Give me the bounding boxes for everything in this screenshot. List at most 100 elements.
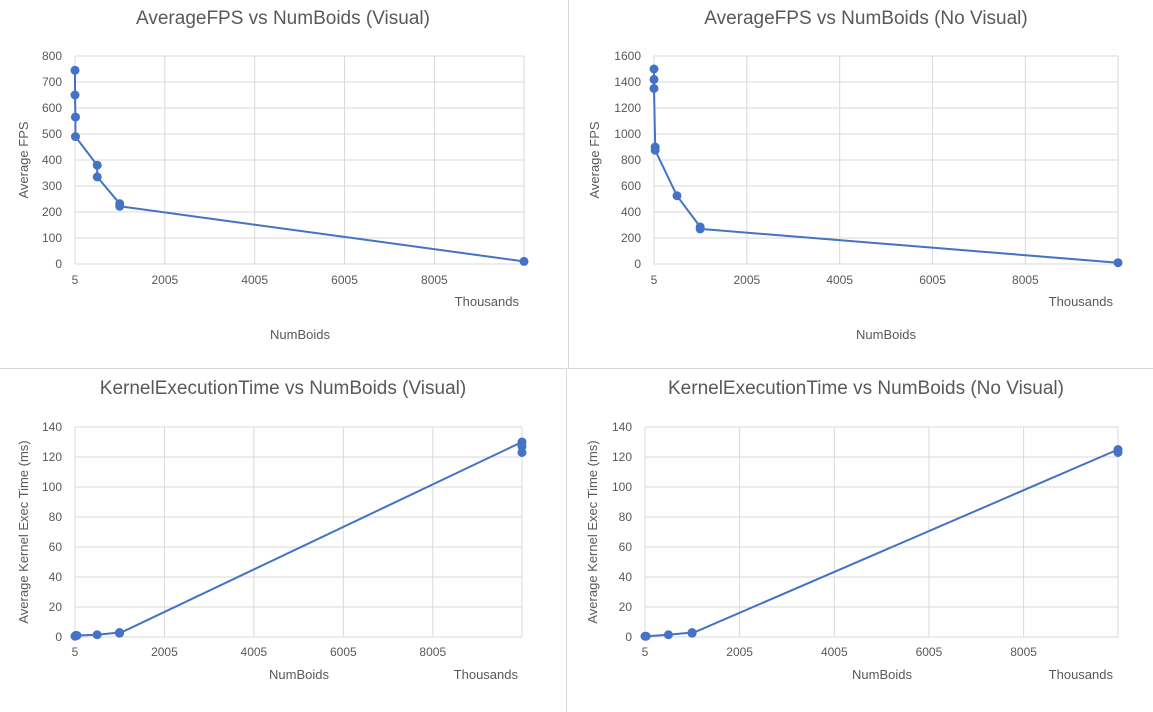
chart2-y-tick-label: 600 (621, 179, 641, 193)
chart4-y-tick-label: 60 (619, 540, 633, 554)
chart4-y-tick-label: 0 (625, 630, 632, 644)
chart1-x-axis-title: NumBoids (270, 327, 330, 342)
chart3-title: KernelExecutionTime vs NumBoids (Visual) (100, 378, 466, 399)
chart1-x-tick-label: 4005 (241, 273, 268, 287)
chart2-data-point (695, 224, 705, 234)
chart2-x-tick-label: 4005 (826, 273, 853, 287)
chart1-data-point (92, 160, 102, 170)
chart2-data-point (1113, 258, 1123, 268)
chart4-y-tick-label: 140 (612, 420, 632, 434)
chart4-data-point (663, 630, 673, 640)
chart2-x-unit-label: Thousands (1049, 294, 1114, 309)
chart3-y-tick-label: 140 (42, 420, 62, 434)
chart1-y-tick-label: 0 (55, 257, 62, 271)
vertical-divider-top (568, 0, 569, 368)
chart4-x-tick-label: 2005 (726, 645, 753, 659)
chart1-x-tick-label: 8005 (421, 273, 448, 287)
horizontal-divider (0, 368, 1153, 369)
chart4-series-line (645, 448, 1119, 638)
chart2-y-tick-label: 1200 (614, 101, 641, 115)
chart1-series-line (74, 70, 525, 263)
chart3-data-point (72, 631, 82, 640)
chart2-x-tick-label: 5 (651, 273, 658, 287)
chart4-x-tick-label: 6005 (916, 645, 943, 659)
chart2-x-axis-title: NumBoids (856, 327, 916, 342)
chart2-y-tick-label: 1000 (614, 127, 641, 141)
chart1-data-point (70, 65, 80, 75)
chart4-y-tick-label: 100 (612, 480, 632, 494)
chart3-y-axis-title: Average Kernel Exec Time (ms) (16, 440, 31, 623)
chart1-data-point (70, 90, 80, 100)
chart4-y-axis-title: Average Kernel Exec Time (ms) (585, 440, 600, 623)
chart3-x-tick-label: 2005 (151, 645, 178, 659)
chart1-x-unit-label: Thousands (455, 294, 520, 309)
chart4-y-tick-label: 20 (619, 600, 633, 614)
chart1-y-tick-label: 100 (42, 231, 62, 245)
chart3-y-tick-label: 100 (42, 480, 62, 494)
chart1-y-tick-label: 400 (42, 153, 62, 167)
vertical-divider-bottom (566, 368, 567, 712)
chart2-data-point (672, 191, 682, 201)
chart4-y-tick-label: 80 (619, 510, 633, 524)
chart1-y-tick-label: 600 (42, 101, 62, 115)
chart2-x-tick-label: 8005 (1012, 273, 1039, 287)
chart2-y-tick-label: 1600 (614, 49, 641, 63)
chart3-data-point (114, 628, 124, 638)
chart4-data-point (1113, 448, 1123, 457)
chart1-data-point (92, 172, 102, 182)
chart4-x-axis-title: NumBoids (852, 667, 912, 682)
chart4-y-tick-label: 120 (612, 450, 632, 464)
chart1-y-tick-label: 500 (42, 127, 62, 141)
chart2-x-tick-label: 2005 (733, 273, 760, 287)
chart3-y-tick-label: 0 (55, 630, 62, 644)
chart2-data-point (649, 64, 659, 74)
chart4-title: KernelExecutionTime vs NumBoids (No Visu… (668, 378, 1064, 399)
chart4-x-unit-label: Thousands (1049, 667, 1114, 682)
chart3-x-unit-label: Thousands (454, 667, 519, 682)
chart3-y-tick-label: 120 (42, 450, 62, 464)
chart3-x-tick-label: 6005 (330, 645, 357, 659)
chart2-data-point (649, 84, 659, 93)
chart1-data-point (70, 132, 80, 142)
chart4-x-tick-label: 5 (642, 645, 649, 659)
chart1-y-tick-label: 800 (42, 49, 62, 63)
chart4-x-tick-label: 8005 (1010, 645, 1037, 659)
chart2-data-point (650, 145, 660, 155)
chart1-data-point (115, 201, 125, 211)
chart2-y-tick-label: 200 (621, 231, 641, 245)
chart2-y-tick-label: 800 (621, 153, 641, 167)
chart1-y-tick-label: 300 (42, 179, 62, 193)
chart2-x-tick-label: 6005 (919, 273, 946, 287)
chart4-y-tick-label: 40 (619, 570, 633, 584)
chart3-data-point (92, 630, 102, 640)
chart1-y-axis-title: Average FPS (16, 121, 31, 198)
chart2-y-axis-title: Average FPS (587, 121, 602, 198)
chart2-series-line (653, 69, 1119, 264)
chart1-x-tick-label: 2005 (151, 273, 178, 287)
chart2-y-tick-label: 0 (634, 257, 641, 271)
chart3-x-axis-title: NumBoids (269, 667, 329, 682)
chart4-data-point (687, 628, 697, 638)
chart3-data-point (517, 448, 527, 457)
chart3-x-tick-label: 8005 (419, 645, 446, 659)
chart2-y-tick-label: 1400 (614, 75, 641, 89)
chart1-x-tick-label: 6005 (331, 273, 358, 287)
chart1-data-point (519, 256, 529, 266)
chart1-title: AverageFPS vs NumBoids (Visual) (136, 8, 430, 29)
chart1-data-point (70, 112, 80, 122)
chart4-x-tick-label: 4005 (821, 645, 848, 659)
chart3-y-tick-label: 80 (49, 510, 63, 524)
chart3-x-tick-label: 4005 (241, 645, 268, 659)
chart2-data-point (649, 74, 659, 84)
chart2-y-tick-label: 400 (621, 205, 641, 219)
chart4-data-point (641, 631, 651, 641)
chart1-y-tick-label: 700 (42, 75, 62, 89)
chart1-x-tick-label: 5 (72, 273, 79, 287)
chart3-y-tick-label: 20 (49, 600, 63, 614)
chart2-title: AverageFPS vs NumBoids (No Visual) (704, 8, 1027, 29)
chart3-y-tick-label: 40 (49, 570, 63, 584)
chart3-y-tick-label: 60 (49, 540, 63, 554)
chart1-y-tick-label: 200 (42, 205, 62, 219)
chart3-x-tick-label: 5 (72, 645, 79, 659)
